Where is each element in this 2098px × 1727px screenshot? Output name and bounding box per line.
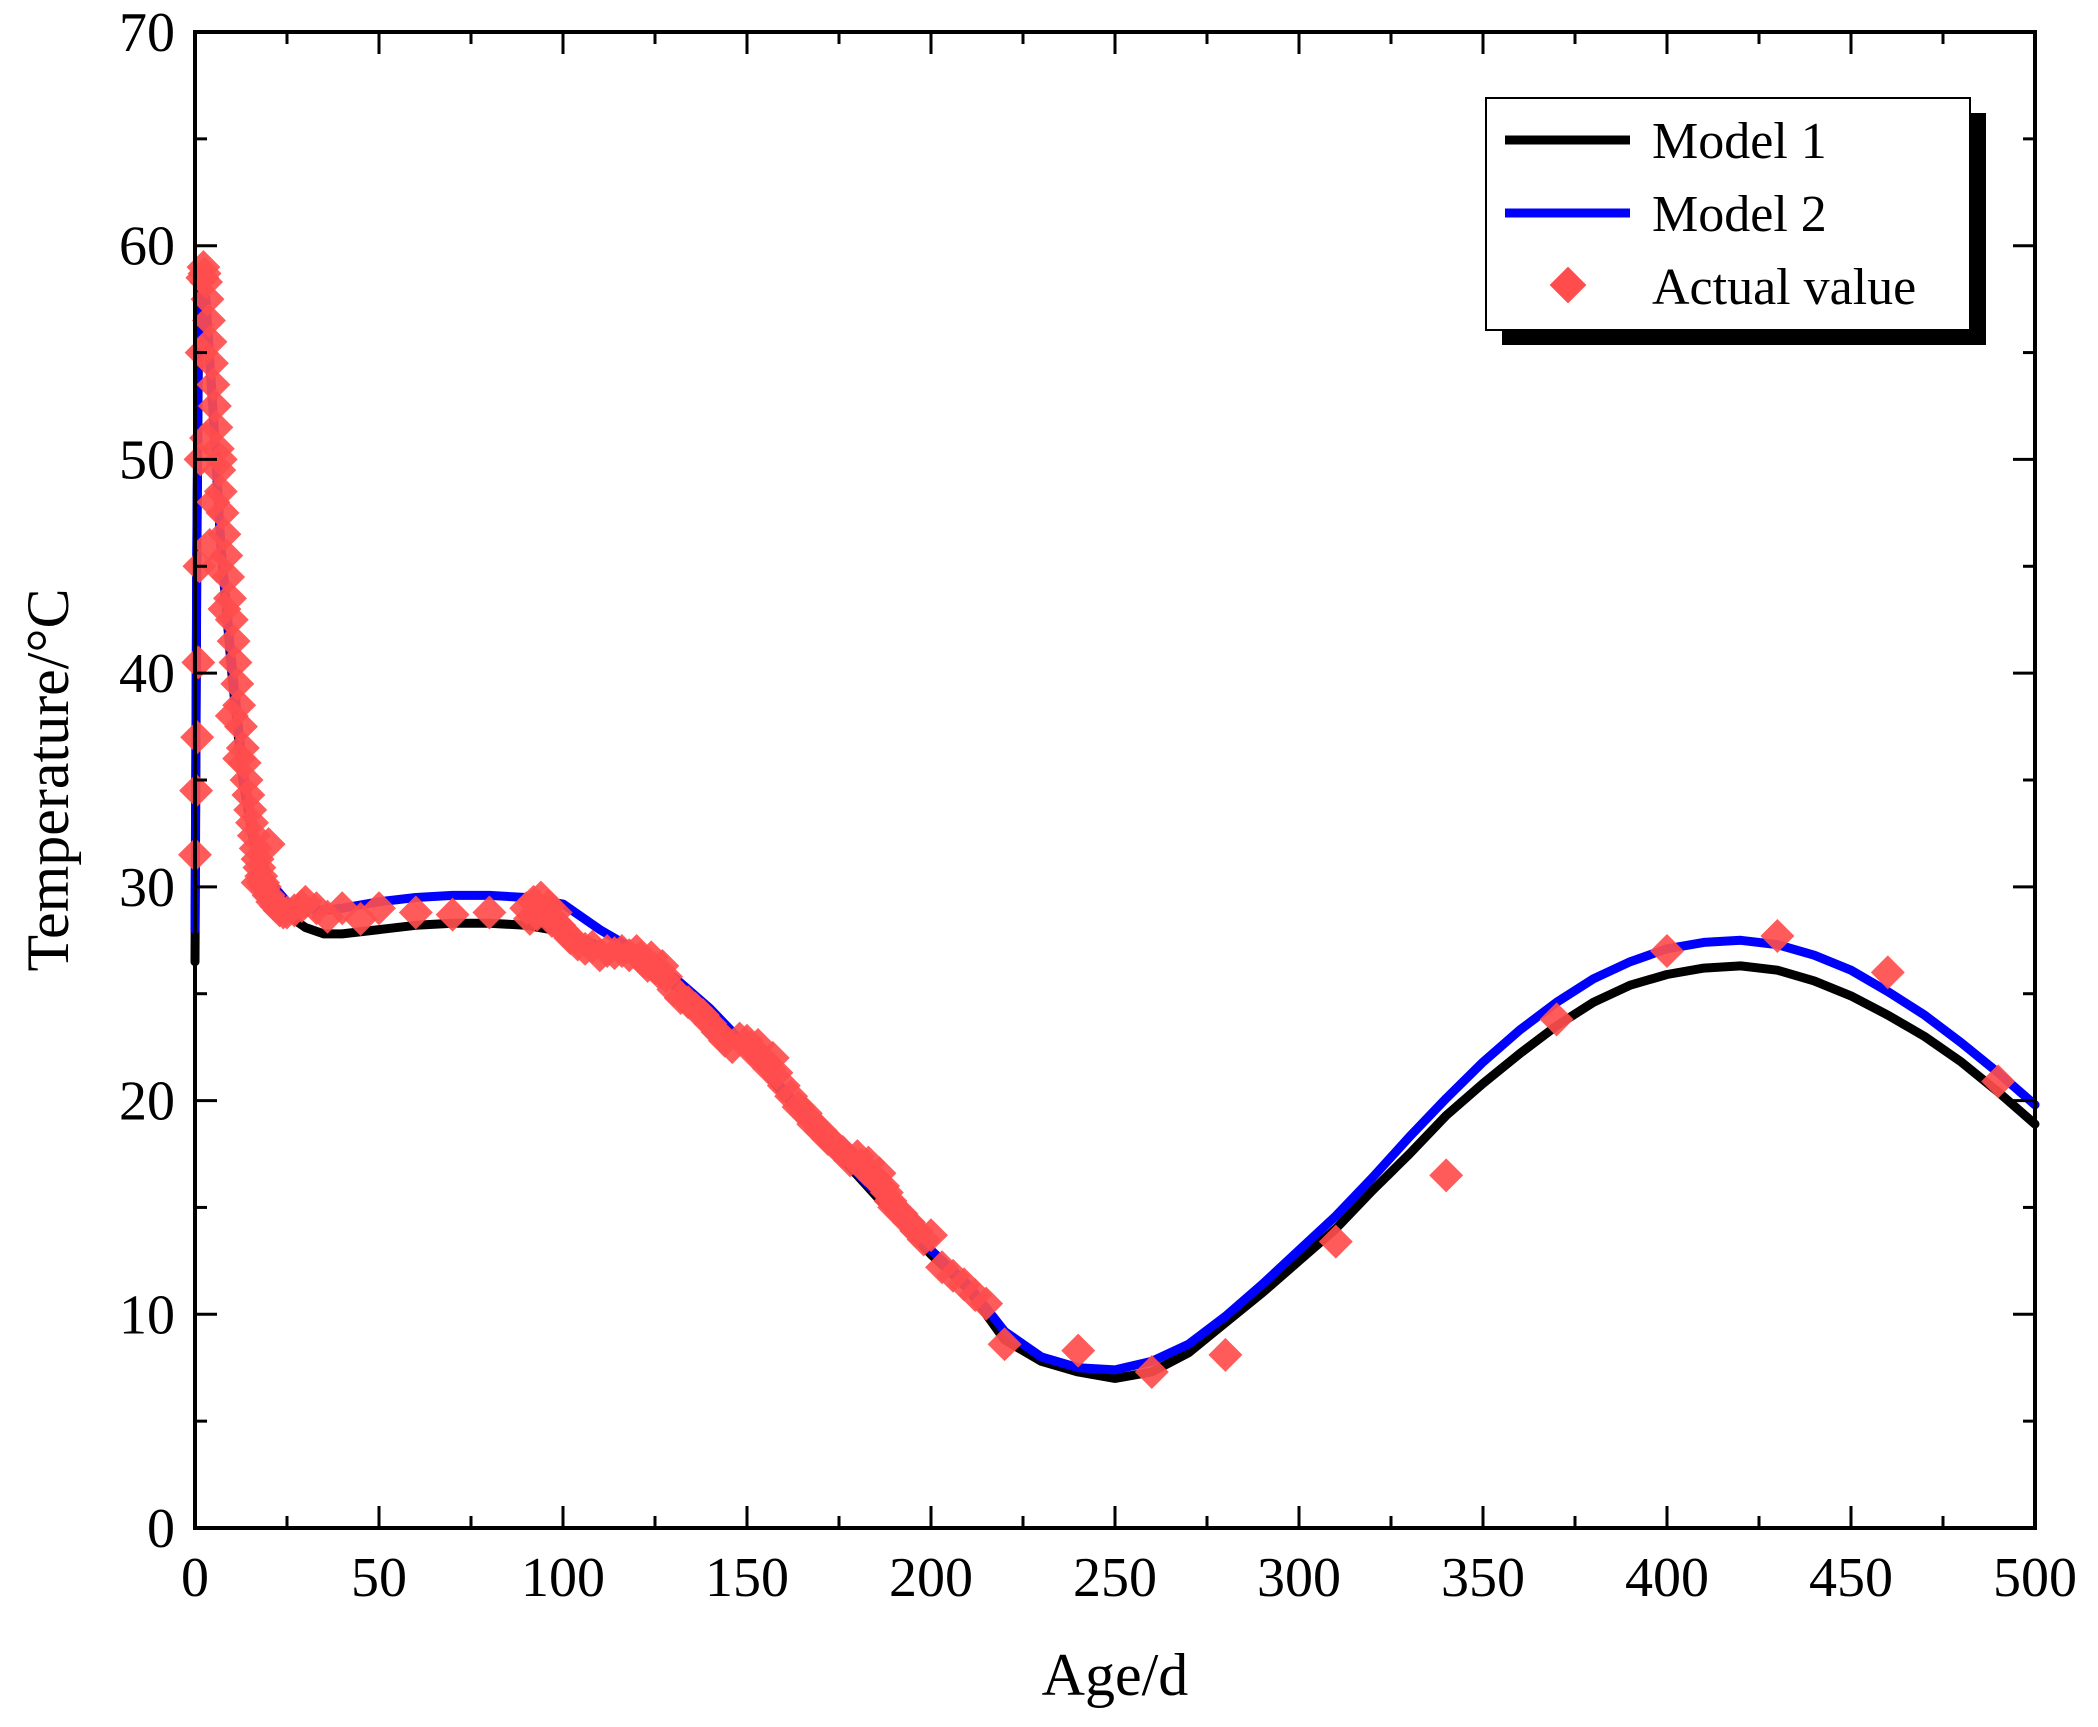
legend-marker-actual-value — [1549, 266, 1587, 304]
data-point — [181, 645, 216, 680]
data-point — [362, 891, 396, 926]
data-point — [197, 389, 232, 423]
data-point — [435, 897, 470, 932]
x-tick-label: 300 — [1257, 1547, 1341, 1609]
data-point — [1429, 1158, 1464, 1193]
data-point — [1760, 919, 1795, 953]
data-point — [180, 720, 215, 755]
x-tick-label: 100 — [521, 1547, 605, 1609]
legend-label-model-1: Model 1 — [1652, 113, 1827, 170]
data-point — [189, 421, 224, 456]
y-tick-label: 30 — [119, 857, 175, 919]
data-point — [1134, 1355, 1169, 1389]
data-point — [1870, 955, 1905, 990]
y-axis-title: Temperature/°C — [15, 589, 81, 972]
data-point — [203, 442, 238, 477]
legend-label-actual-value: Actual value — [1652, 259, 1916, 316]
y-tick-label: 0 — [147, 1498, 175, 1560]
y-tick-label: 70 — [119, 2, 175, 64]
x-tick-label: 500 — [1993, 1547, 2077, 1609]
data-point — [220, 666, 255, 701]
x-axis-title: Age/d — [1042, 1642, 1189, 1708]
x-tick-label: 150 — [705, 1547, 789, 1609]
tick-layer: 0 50 100 150 200 250 300 350 400 450 500 0 10 20 30 40 5… — [119, 2, 2077, 1609]
x-tick-label: 400 — [1625, 1547, 1709, 1609]
x-tick-label: 250 — [1073, 1547, 1157, 1609]
legend-label-model-2: Model 2 — [1652, 186, 1827, 243]
data-point — [218, 645, 253, 680]
y-tick-label: 50 — [119, 429, 175, 491]
data-point — [472, 895, 507, 930]
x-tick-label: 450 — [1809, 1547, 1893, 1609]
y-tick-label: 20 — [119, 1071, 175, 1133]
data-point — [1061, 1333, 1096, 1368]
data-point — [1650, 934, 1684, 968]
data-point — [398, 895, 433, 930]
data-point — [240, 865, 275, 900]
data-point — [1318, 1224, 1353, 1259]
data-point — [1539, 1002, 1574, 1037]
x-tick-label: 50 — [351, 1547, 407, 1609]
data-point — [214, 698, 249, 733]
data-point — [192, 527, 227, 562]
data-point — [193, 324, 228, 359]
y-tick-label: 10 — [119, 1284, 175, 1346]
data-point — [914, 1218, 948, 1253]
plot-frame — [193, 30, 2037, 1530]
data-point — [969, 1286, 1004, 1321]
x-tick-label: 200 — [889, 1547, 973, 1609]
x-tick-label: 350 — [1441, 1547, 1525, 1609]
y-tick-label: 40 — [119, 643, 175, 705]
data-point — [216, 624, 251, 659]
data-point — [1208, 1337, 1243, 1372]
data-point — [251, 827, 286, 862]
series-layer — [178, 250, 2040, 1389]
legend: Model 1 Model 2 Actual value — [1485, 97, 1986, 345]
data-point — [207, 592, 242, 626]
data-point — [222, 741, 257, 776]
x-tick-label: 0 — [181, 1547, 209, 1609]
data-point — [194, 346, 229, 381]
data-point — [192, 303, 226, 338]
data-point — [1981, 1064, 2016, 1099]
data-point — [190, 282, 225, 317]
data-point — [987, 1327, 1022, 1362]
data-point — [196, 367, 231, 402]
y-tick-label: 60 — [119, 216, 175, 278]
